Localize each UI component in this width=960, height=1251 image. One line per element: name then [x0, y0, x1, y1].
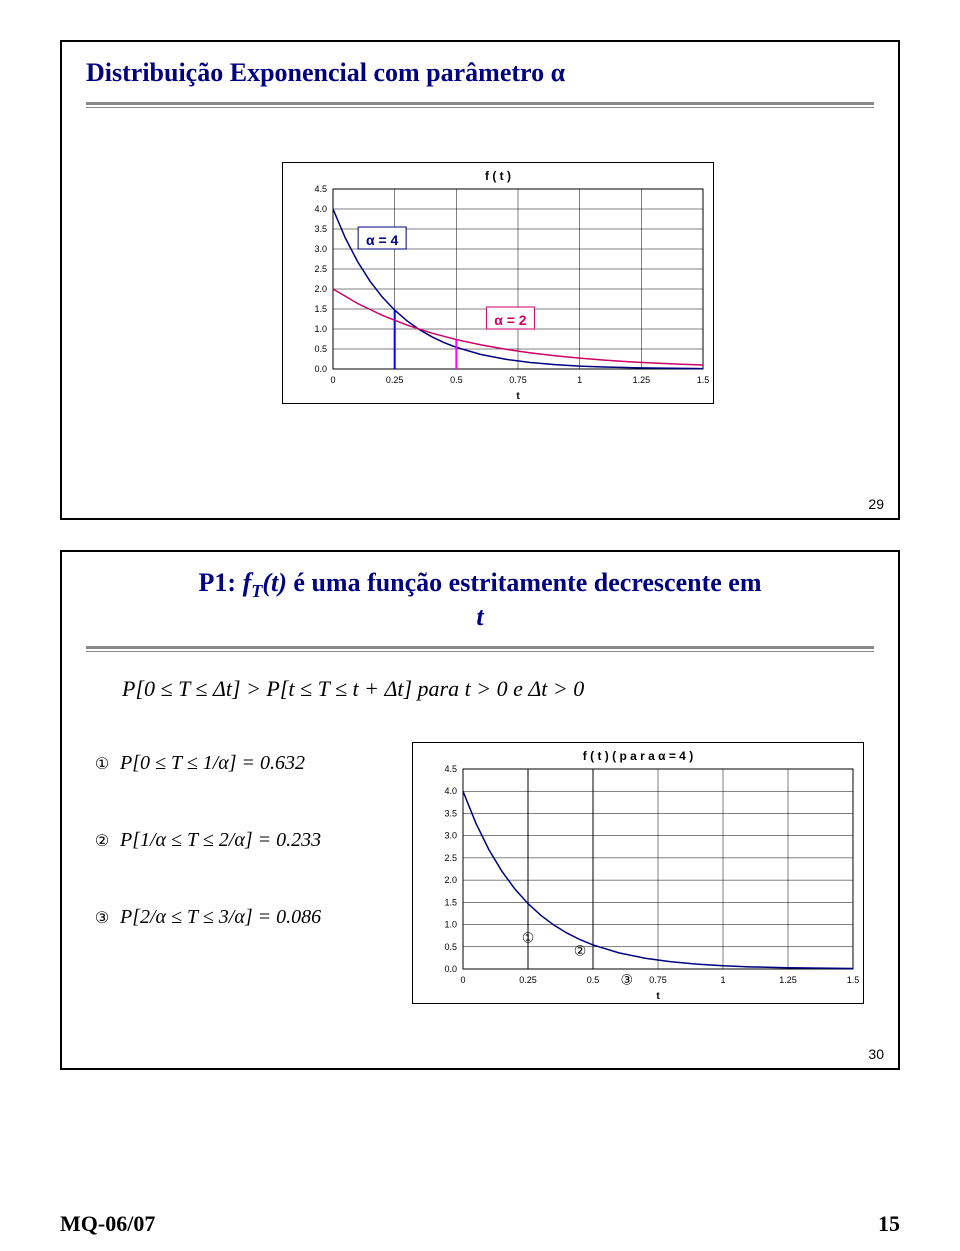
slide1-chart-frame: f ( t ) 0.00.51.01.52.02.53.03.54.04.500…	[282, 162, 714, 404]
slide2-title: P1: fT(t) é uma função estritamente decr…	[86, 568, 874, 632]
svg-text:2.5: 2.5	[444, 853, 457, 863]
page-footer: MQ-06/07 15	[60, 1211, 900, 1237]
svg-text:α = 2: α = 2	[494, 312, 527, 328]
slide-1: Distribuição Exponencial com parâmetro α…	[60, 40, 900, 520]
slide2-chart-svg: 0.0 0.5 1.0 1.5 2.0 2.5 3.0 3.5 4.0 4.5 0 0.25 0.5 0.…	[413, 743, 863, 1003]
slide-2: P1: fT(t) é uma função estritamente decr…	[60, 550, 900, 1070]
slide1-pagenum: 29	[868, 496, 884, 512]
svg-text:t: t	[656, 991, 660, 1002]
title-sub: T	[251, 581, 262, 601]
slide1-title-block: Distribuição Exponencial com parâmetro α	[62, 42, 898, 96]
svg-text:2.5: 2.5	[314, 264, 327, 274]
prob1-text: P[0 ≤ T ≤ 1/α] = 0.632	[120, 752, 305, 775]
svg-text:0.75: 0.75	[649, 975, 667, 985]
svg-text:③: ③	[621, 972, 634, 988]
svg-text:1.25: 1.25	[633, 375, 651, 385]
svg-text:2.0: 2.0	[444, 875, 457, 885]
footer-left: MQ-06/07	[60, 1211, 155, 1237]
prob3-text: P[2/α ≤ T ≤ 3/α] = 0.086	[120, 906, 321, 929]
slide1-chart-svg: 0.0 0.5 1.0 1.5 2.0 2.5 3.0 3.5 4.0 4.5 0 0.25 0.5 0.…	[283, 163, 713, 403]
svg-text:②: ②	[574, 943, 587, 959]
svg-text:1.5: 1.5	[314, 304, 327, 314]
svg-text:α = 4: α = 4	[366, 232, 399, 248]
svg-text:0.25: 0.25	[519, 975, 537, 985]
circled-1-icon: ①	[92, 754, 112, 774]
prob-line-1: ① P[0 ≤ T ≤ 1/α] = 0.632	[92, 752, 321, 775]
svg-text:0.0: 0.0	[444, 964, 457, 974]
slide2-title-block: P1: fT(t) é uma função estritamente decr…	[62, 552, 898, 640]
svg-text:0.5: 0.5	[587, 975, 600, 985]
svg-text:0.25: 0.25	[386, 375, 404, 385]
circled-2-icon: ②	[92, 831, 112, 851]
svg-text:0: 0	[460, 975, 465, 985]
prob-line-3: ③ P[2/α ≤ T ≤ 3/α] = 0.086	[92, 906, 321, 929]
svg-text:3.5: 3.5	[314, 224, 327, 234]
title-prefix: P1:	[199, 568, 243, 597]
circled-3-icon: ③	[92, 908, 112, 928]
svg-text:0.75: 0.75	[509, 375, 527, 385]
prob2-text: P[1/α ≤ T ≤ 2/α] = 0.233	[120, 829, 321, 852]
svg-text:4.5: 4.5	[444, 764, 457, 774]
slide2-rule	[86, 646, 874, 652]
footer-right: 15	[878, 1211, 900, 1237]
slide2-pagenum: 30	[868, 1046, 884, 1062]
svg-text:3.0: 3.0	[444, 831, 457, 841]
title-t: t	[476, 602, 483, 631]
title-arg: (t)	[262, 568, 287, 597]
svg-text:3.5: 3.5	[444, 808, 457, 818]
svg-text:4.0: 4.0	[314, 204, 327, 214]
svg-text:0.5: 0.5	[444, 942, 457, 952]
title-f: f	[243, 568, 252, 597]
slide1-rule	[86, 102, 874, 108]
svg-text:t: t	[516, 391, 520, 402]
svg-text:1: 1	[720, 975, 725, 985]
title-rest: é uma função estritamente decrescente em	[287, 568, 762, 597]
svg-text:0.0: 0.0	[314, 364, 327, 374]
slide2-prob-list: ① P[0 ≤ T ≤ 1/α] = 0.632 ② P[1/α ≤ T ≤ 2…	[92, 732, 321, 929]
svg-text:1.5: 1.5	[444, 897, 457, 907]
slide2-condition: P[0 ≤ T ≤ Δt] > P[t ≤ T ≤ t + Δt] para t…	[122, 676, 898, 702]
svg-text:2.0: 2.0	[314, 284, 327, 294]
prob-line-2: ② P[1/α ≤ T ≤ 2/α] = 0.233	[92, 829, 321, 852]
svg-text:0.5: 0.5	[450, 375, 463, 385]
svg-text:1.5: 1.5	[697, 375, 710, 385]
svg-text:0: 0	[330, 375, 335, 385]
svg-text:1.0: 1.0	[314, 324, 327, 334]
slide1-title: Distribuição Exponencial com parâmetro α	[86, 58, 874, 88]
svg-text:4.5: 4.5	[314, 184, 327, 194]
page: Distribuição Exponencial com parâmetro α…	[0, 0, 960, 1251]
svg-text:4.0: 4.0	[444, 786, 457, 796]
svg-text:①: ①	[522, 929, 535, 945]
svg-text:3.0: 3.0	[314, 244, 327, 254]
slide2-chart-frame: f ( t ) ( p a r a α = 4 ) 0.00.51.01.52.…	[412, 742, 864, 1004]
svg-text:1.0: 1.0	[444, 920, 457, 930]
svg-text:1.5: 1.5	[847, 975, 860, 985]
svg-text:0.5: 0.5	[314, 344, 327, 354]
svg-text:1.25: 1.25	[779, 975, 797, 985]
svg-text:1: 1	[577, 375, 582, 385]
